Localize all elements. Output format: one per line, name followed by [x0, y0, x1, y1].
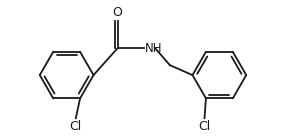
Text: NH: NH: [145, 42, 162, 55]
Text: Cl: Cl: [70, 120, 82, 133]
Text: Cl: Cl: [198, 120, 211, 133]
Text: O: O: [113, 6, 122, 19]
